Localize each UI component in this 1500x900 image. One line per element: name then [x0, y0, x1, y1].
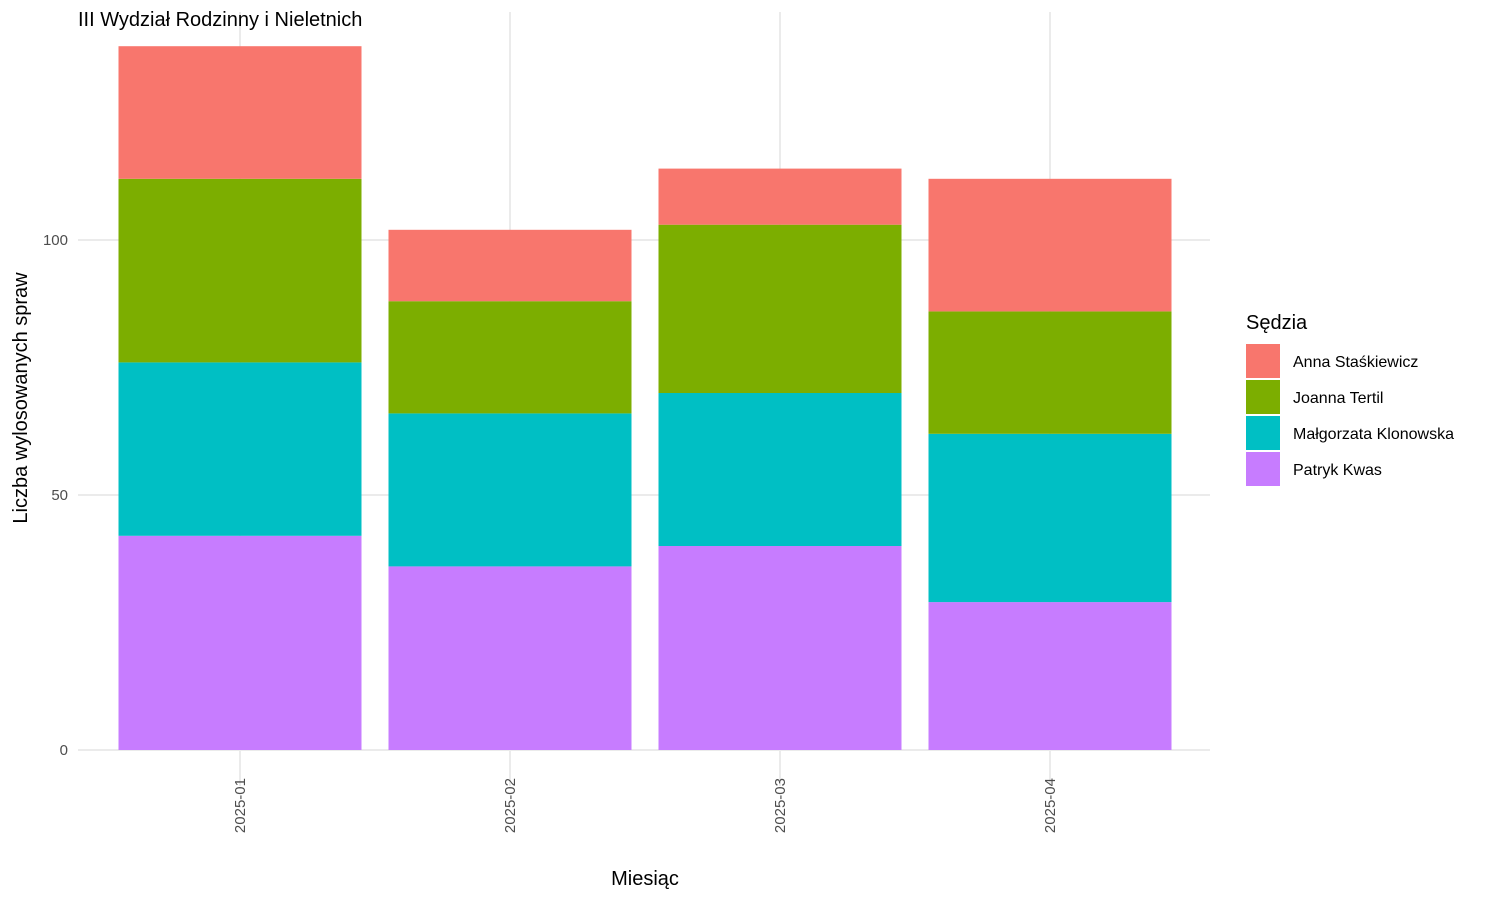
y-tick-label: 100 [43, 232, 68, 249]
legend-key [1246, 380, 1280, 414]
bar-segment [388, 566, 632, 750]
bar-segment [388, 413, 632, 567]
bar-segment [928, 311, 1172, 434]
legend-key [1246, 452, 1280, 486]
legend-label: Małgorzata Klonowska [1293, 426, 1454, 443]
bar-segment [658, 224, 902, 393]
legend-label: Patryk Kwas [1293, 462, 1382, 479]
x-tick-label: 2025-02 [502, 778, 519, 833]
x-tick-label: 2025-04 [1042, 778, 1059, 833]
bars [118, 46, 1172, 750]
x-axis-ticks: 2025-01 2025-02 2025-03 2025-04 [232, 778, 1059, 833]
bar-segment [928, 433, 1172, 603]
bar-segment [118, 178, 362, 363]
bar-segment [118, 362, 362, 536]
bar-segment [658, 546, 902, 750]
x-axis-title: Miesiąc [611, 868, 679, 890]
bar-segment [928, 602, 1172, 750]
legend-title: Sędzia [1246, 312, 1308, 334]
y-axis-title: Liczba wylosowanych spraw [10, 272, 32, 524]
y-tick-label: 50 [51, 487, 68, 504]
bar-segment [118, 46, 362, 179]
legend-key [1246, 416, 1280, 450]
bar-segment [658, 168, 902, 225]
bar-segment [388, 301, 632, 414]
bar-segment [388, 229, 632, 302]
x-tick-label: 2025-01 [232, 778, 249, 833]
bar-segment [928, 178, 1172, 312]
bar-segment [118, 535, 362, 750]
legend-label: Anna Staśkiewicz [1293, 354, 1418, 371]
y-axis-ticks: 0 50 100 [43, 232, 68, 759]
bar-segment [658, 393, 902, 546]
y-tick-label: 0 [60, 742, 68, 759]
chart-title: III Wydział Rodzinny i Nieletnich [78, 9, 362, 31]
legend: Sędzia Anna Staśkiewicz Joanna Tertil Małg… [1246, 312, 1454, 486]
legend-label: Joanna Tertil [1293, 390, 1383, 407]
legend-key [1246, 344, 1280, 378]
x-tick-label: 2025-03 [772, 778, 789, 833]
